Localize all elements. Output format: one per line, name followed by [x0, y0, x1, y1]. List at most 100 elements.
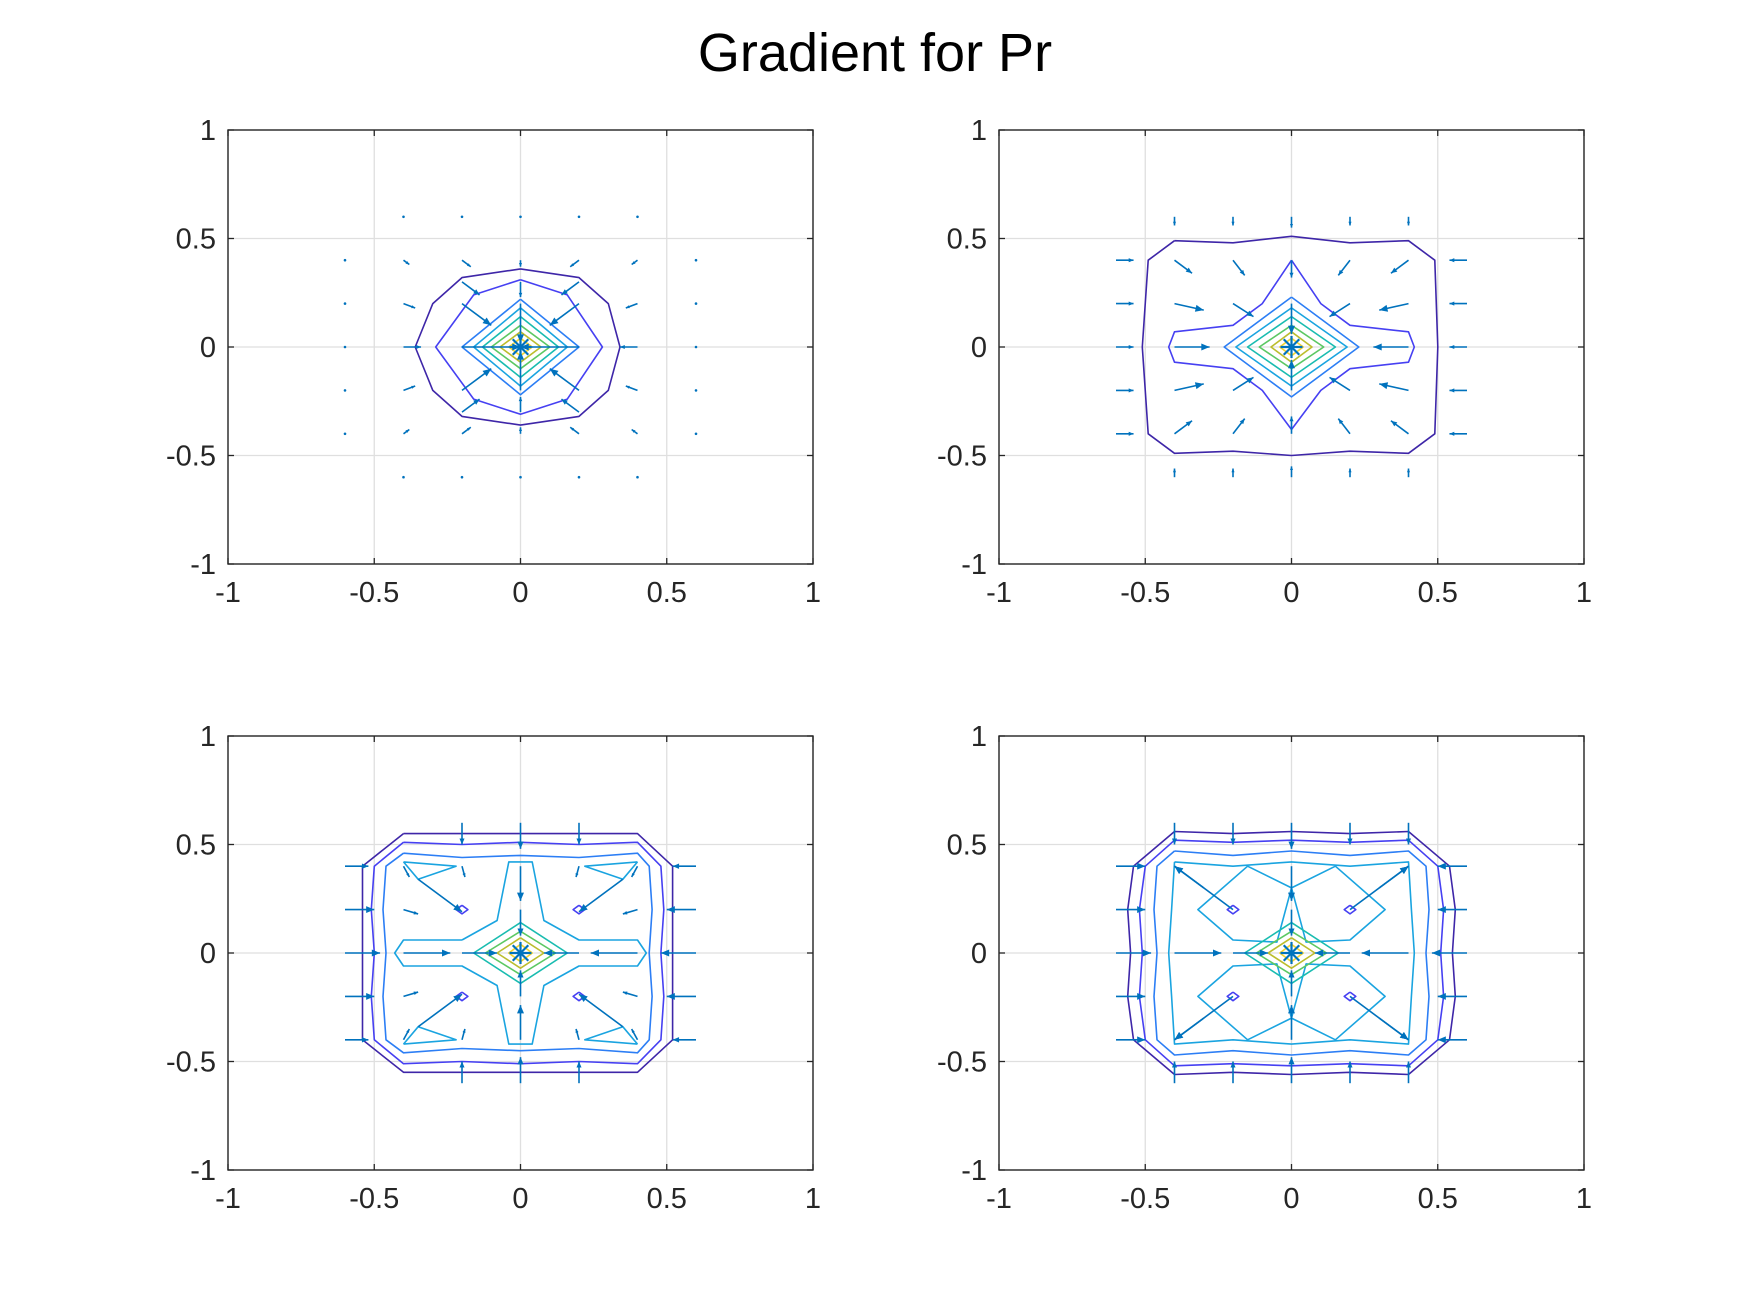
quiver-arrow: [1231, 468, 1235, 478]
quiver-arrow: [1405, 822, 1412, 845]
arrow-head: [1329, 377, 1337, 384]
arrow-head: [1172, 468, 1177, 473]
arrow-head: [1347, 838, 1353, 845]
arrow-head: [631, 261, 636, 265]
arrow-head: [366, 906, 375, 914]
contour-line: [461, 298, 580, 396]
arrow-head: [631, 873, 635, 878]
x-tick-label: 0: [512, 577, 528, 609]
arrow-head: [1338, 418, 1344, 425]
subplot-1: -1 -0.5 0 0.5 1 -1 -0.5 0 0.5 1: [166, 115, 821, 609]
quiver-arrow: [1390, 420, 1409, 435]
quiver-dot: [460, 475, 464, 479]
x-tick-label: 1: [805, 577, 821, 609]
quiver-arrow: [1449, 388, 1467, 393]
x-tick-label: 1: [805, 1183, 821, 1215]
arrow-head: [672, 1037, 680, 1043]
arrow-head: [1288, 841, 1295, 849]
arrow-head: [517, 841, 524, 849]
quiver-arrow: [1174, 865, 1205, 889]
arrow-head: [482, 317, 492, 326]
quiver-arrow: [1116, 431, 1134, 436]
arrow-head: [1449, 344, 1455, 350]
arrow-head: [473, 289, 480, 295]
arrow-head: [625, 305, 630, 309]
quiver-arrow: [1174, 382, 1204, 392]
arrow-head: [1289, 416, 1294, 422]
x-tick-label: 0.5: [1418, 1183, 1458, 1215]
x-tick-label: -1: [986, 577, 1012, 609]
y-tick-label: 1: [971, 115, 987, 147]
quiver-arrow: [403, 259, 410, 266]
arrow-head: [1128, 388, 1134, 393]
quiver-dot: [343, 258, 347, 262]
quiver-arrow: [461, 281, 481, 296]
arrow-head: [473, 399, 480, 405]
quiver-arrow: [1437, 992, 1467, 1000]
arrow-head: [413, 911, 419, 915]
arrow-head: [1287, 360, 1296, 369]
arrow-shaft: [578, 878, 624, 913]
quiver-arrow: [1287, 1005, 1296, 1040]
arrow-head: [1406, 468, 1411, 473]
y-tick-label: 1: [971, 721, 987, 753]
quiver-arrow: [1116, 992, 1146, 1000]
arrow-head: [1406, 221, 1411, 226]
arrow-head: [622, 991, 628, 995]
quiver-arrow: [560, 398, 580, 413]
quiver-arrow: [1116, 258, 1134, 263]
arrow-head: [1287, 325, 1296, 334]
arrow-shaft: [417, 878, 463, 913]
quiver-arrow: [517, 822, 524, 849]
quiver-arrow: [1289, 416, 1294, 434]
quiver-arrow: [1233, 949, 1269, 957]
quiver-dot: [343, 302, 347, 305]
x-tick-label: -0.5: [349, 577, 399, 609]
contour-line: [583, 861, 639, 881]
quiver-arrow: [549, 368, 580, 392]
arrow-head: [570, 263, 575, 267]
y-tick-label: -0.5: [166, 441, 216, 473]
quiver-arrow: [1379, 382, 1409, 392]
arrow-head: [1230, 838, 1236, 845]
arrow-head: [1379, 304, 1389, 312]
quiver-dot: [519, 475, 522, 479]
arrow-head: [576, 1061, 582, 1068]
quiver-dot: [636, 215, 639, 219]
arrow-head: [1137, 862, 1146, 870]
arrow-head: [1174, 866, 1184, 874]
quiver-dot: [343, 389, 347, 392]
arrow-head: [516, 892, 525, 901]
x-tick-label: 0: [1283, 577, 1299, 609]
arrow-head: [631, 429, 636, 433]
quiver-arrow: [345, 1037, 369, 1043]
quiver-arrow: [1287, 866, 1296, 901]
contour-line: [1153, 850, 1430, 1056]
quiver-arrow: [1390, 259, 1409, 274]
quiver-arrow: [517, 1057, 524, 1084]
star-stroke: [1282, 944, 1301, 962]
y-tick-label: 1: [200, 721, 216, 753]
arrow-head: [579, 904, 588, 912]
quiver-arrow: [672, 863, 696, 869]
quiver-arrow: [575, 1028, 580, 1041]
arrow-head: [411, 385, 416, 389]
quiver-arrow: [403, 385, 416, 392]
quiver-arrow: [1373, 343, 1409, 351]
arrow-head: [1201, 343, 1210, 351]
arrow-head: [1239, 269, 1245, 276]
quiver-arrow: [1171, 1061, 1178, 1084]
arrow-head: [561, 289, 568, 295]
quiver-arrow: [345, 906, 375, 914]
quiver-arrow: [402, 1028, 411, 1041]
arrow-head: [462, 1028, 466, 1033]
arrow-head: [549, 317, 559, 326]
arrow-head: [1213, 949, 1222, 957]
quiver-arrow: [1348, 216, 1352, 226]
arrow-head: [416, 344, 422, 350]
arrow-head: [1347, 1061, 1353, 1068]
arrow-head: [1231, 468, 1235, 473]
arrow-head: [1289, 272, 1294, 278]
quiver-arrow: [403, 428, 410, 435]
quiver-arrow: [660, 949, 696, 957]
